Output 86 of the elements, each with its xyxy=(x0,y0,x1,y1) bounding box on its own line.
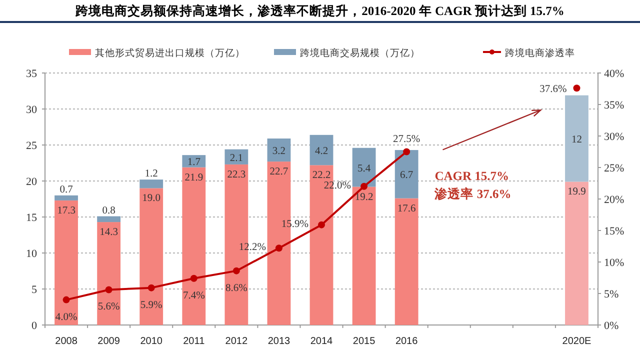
y2-tick-label: 35% xyxy=(604,100,624,112)
point xyxy=(573,84,580,92)
x-tick-label: 2015 xyxy=(352,336,376,347)
bar xyxy=(394,150,418,198)
y-tick-label: 10 xyxy=(26,248,38,260)
data-label: 6.7 xyxy=(400,170,414,182)
bar xyxy=(310,134,334,166)
data-label: 1.7 xyxy=(187,157,200,168)
data-label: 5.4 xyxy=(357,163,372,174)
bar xyxy=(97,216,121,222)
x-tick-label: 2012 xyxy=(225,336,248,347)
y-tick-label: 20 xyxy=(26,176,38,188)
data-label: 3.2 xyxy=(272,146,286,158)
data-label: 5.6% xyxy=(98,302,120,313)
point xyxy=(360,182,368,190)
bar xyxy=(182,155,206,168)
chart-title: 跨境电商交易额保持高速增长，渗透率不断提升，2016-2020 年 CAGR 预计达到 15.7% xyxy=(74,3,564,18)
data-label: 21.9 xyxy=(184,172,204,184)
point xyxy=(232,267,240,274)
y2-tick-label: 20% xyxy=(604,194,624,206)
bar xyxy=(140,180,164,188)
annotation: 渗透率 37.6% xyxy=(434,186,512,201)
bar xyxy=(182,167,206,325)
bar xyxy=(140,188,164,325)
legend-label: 其他形式贸易进出口规模（万亿） xyxy=(95,47,245,59)
bar xyxy=(394,198,418,325)
data-label: 19.9 xyxy=(568,186,586,198)
y2-tick-label: 30% xyxy=(604,131,624,143)
x-tick-label: 2014 xyxy=(310,336,334,347)
data-label: 17.6 xyxy=(397,203,416,214)
data-label: 19.0 xyxy=(142,193,161,204)
point xyxy=(148,284,155,292)
data-label: 4.0% xyxy=(55,312,78,323)
y2-tick-label: 25% xyxy=(604,162,624,174)
data-label: 5.9% xyxy=(140,300,163,311)
data-label: 4.2 xyxy=(314,146,328,158)
x-tick-label: 2020E xyxy=(562,336,592,347)
data-label: 37.6% xyxy=(540,84,567,96)
data-label: 19.2 xyxy=(354,192,374,203)
point xyxy=(105,286,112,294)
y-tick-label: 25 xyxy=(26,140,38,152)
x-tick-label: 2009 xyxy=(98,336,120,347)
x-tick-label: 2011 xyxy=(183,336,206,347)
data-label: 22.3 xyxy=(227,169,246,180)
data-label: 1.2 xyxy=(144,168,158,180)
legend-label: 跨境电商渗透率 xyxy=(505,47,575,59)
x-tick-label: 2008 xyxy=(55,336,78,347)
data-label: 0.8 xyxy=(102,205,116,216)
x-tick-label: 2013 xyxy=(268,336,291,347)
bar xyxy=(267,138,291,162)
point xyxy=(275,244,282,252)
bar xyxy=(565,182,588,325)
bar xyxy=(54,195,78,200)
point xyxy=(62,296,70,304)
y2-tick-label: 40% xyxy=(604,68,624,80)
legend-label: 跨境电商交易规模（万亿） xyxy=(300,47,420,59)
bar xyxy=(224,149,248,164)
data-label: 2.1 xyxy=(230,152,243,164)
bar xyxy=(54,200,78,325)
bar xyxy=(97,222,121,325)
point xyxy=(318,221,325,228)
y2-tick-label: 0% xyxy=(604,320,619,332)
data-label: 12 xyxy=(571,134,582,146)
y2-tick-label: 5% xyxy=(604,288,619,300)
y-tick-label: 0 xyxy=(32,320,38,332)
bar xyxy=(565,95,588,182)
annotation: CAGR 15.7% xyxy=(434,168,510,183)
data-label: 8.6% xyxy=(225,282,248,294)
data-label: 17.3 xyxy=(57,205,76,216)
point xyxy=(190,274,198,282)
data-label: 14.3 xyxy=(100,227,118,238)
y-tick-label: 15 xyxy=(26,212,38,224)
data-label: 22.2 xyxy=(312,170,331,182)
y-tick-label: 5 xyxy=(32,284,38,296)
point xyxy=(403,148,410,156)
data-label: 0.7 xyxy=(60,184,73,196)
data-label: 27.5% xyxy=(393,134,420,145)
y-tick-label: 30 xyxy=(26,104,38,116)
x-tick-label: 2010 xyxy=(140,336,163,347)
y2-tick-label: 15% xyxy=(604,226,624,238)
x-tick-label: 2016 xyxy=(395,336,418,347)
data-label: 22.7 xyxy=(270,166,288,178)
bar xyxy=(352,186,376,325)
y-tick-label: 35 xyxy=(26,68,38,80)
y2-tick-label: 10% xyxy=(604,257,624,269)
data-label: 7.4% xyxy=(182,290,206,302)
